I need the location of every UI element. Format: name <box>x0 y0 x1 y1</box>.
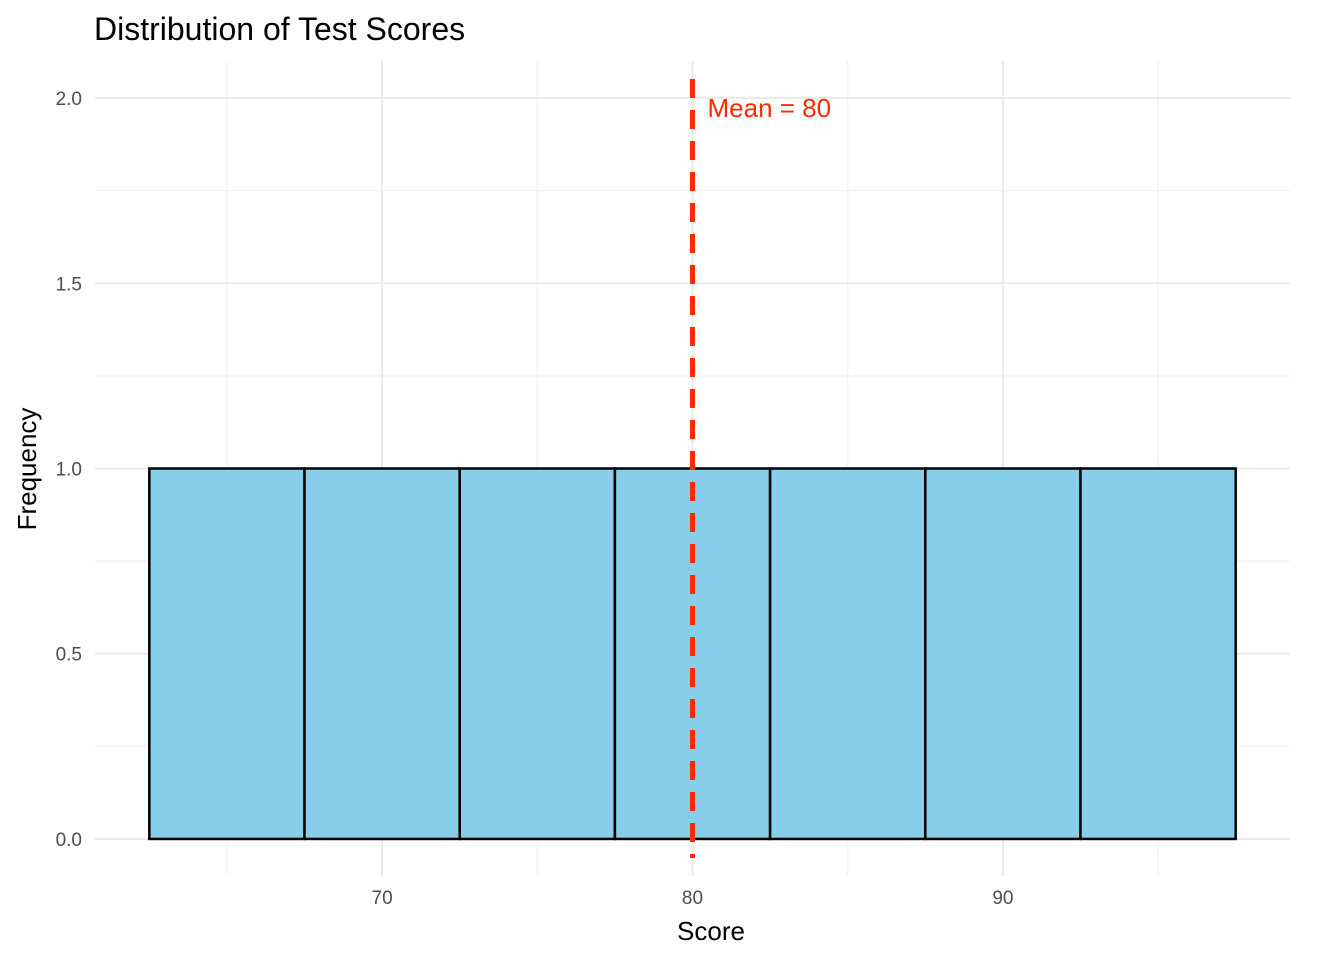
x-tick-label: 80 <box>682 888 703 909</box>
histogram-bar <box>148 467 306 841</box>
y-tick-label: 1.5 <box>56 274 82 295</box>
x-axis-title: Score <box>677 916 745 946</box>
histogram-bar <box>458 467 617 841</box>
histogram-bar <box>303 467 461 841</box>
histogram-bar <box>1079 467 1237 841</box>
x-tick-label: 90 <box>992 888 1013 909</box>
mean-annotation: Mean = 80 <box>708 93 832 123</box>
y-axis-title: Frequency <box>12 408 42 531</box>
y-tick-label: 2.0 <box>56 89 82 110</box>
tick-labels: 0.0 0.5 1.0 1.5 2.0 70 80 90 <box>56 89 1014 909</box>
mean-line-group: Mean = 80 <box>690 79 832 858</box>
y-tick-label: 0.0 <box>56 830 82 851</box>
x-tick-label: 70 <box>372 888 393 909</box>
y-tick-label: 0.5 <box>56 645 82 666</box>
histogram-bar <box>924 467 1082 841</box>
chart-title: Distribution of Test Scores <box>94 11 465 47</box>
y-tick-label: 1.0 <box>56 460 82 481</box>
histogram-bar <box>768 467 927 841</box>
